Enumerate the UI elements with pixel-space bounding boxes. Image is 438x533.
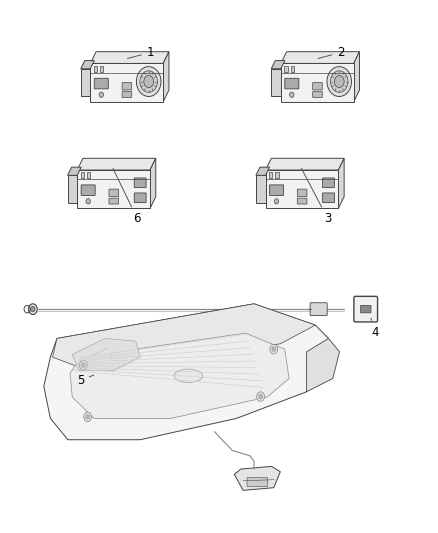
Polygon shape: [77, 158, 156, 170]
Polygon shape: [265, 170, 338, 208]
Ellipse shape: [174, 369, 203, 383]
Polygon shape: [67, 167, 81, 175]
Polygon shape: [163, 52, 169, 102]
FancyBboxPatch shape: [94, 78, 108, 89]
Polygon shape: [81, 172, 84, 179]
Polygon shape: [94, 66, 97, 72]
Circle shape: [136, 67, 161, 96]
Polygon shape: [265, 158, 344, 170]
Text: 6: 6: [113, 168, 141, 225]
Polygon shape: [271, 61, 285, 69]
FancyBboxPatch shape: [247, 478, 268, 487]
Circle shape: [31, 306, 35, 312]
Polygon shape: [271, 69, 281, 96]
Polygon shape: [290, 66, 294, 72]
Text: 2: 2: [318, 46, 345, 59]
FancyBboxPatch shape: [313, 83, 322, 90]
Polygon shape: [90, 63, 163, 102]
Polygon shape: [269, 172, 272, 179]
FancyBboxPatch shape: [313, 92, 322, 98]
Polygon shape: [70, 333, 289, 418]
Circle shape: [84, 412, 92, 422]
Text: 3: 3: [301, 168, 332, 225]
Polygon shape: [100, 66, 103, 72]
Polygon shape: [284, 66, 288, 72]
Circle shape: [257, 392, 265, 401]
FancyBboxPatch shape: [134, 178, 146, 188]
FancyBboxPatch shape: [109, 198, 119, 204]
FancyBboxPatch shape: [269, 185, 283, 196]
Polygon shape: [234, 466, 280, 490]
FancyBboxPatch shape: [322, 178, 335, 188]
Circle shape: [290, 92, 294, 98]
Polygon shape: [77, 170, 150, 208]
Circle shape: [28, 304, 37, 314]
Circle shape: [274, 199, 279, 204]
FancyBboxPatch shape: [81, 185, 95, 196]
Circle shape: [144, 76, 154, 87]
Circle shape: [259, 394, 262, 399]
FancyBboxPatch shape: [134, 193, 146, 203]
FancyBboxPatch shape: [297, 198, 307, 204]
FancyBboxPatch shape: [285, 78, 299, 89]
Text: 4: 4: [371, 318, 379, 339]
Circle shape: [99, 92, 103, 98]
Circle shape: [334, 76, 344, 87]
Circle shape: [327, 67, 351, 96]
Polygon shape: [67, 175, 77, 203]
Text: 1: 1: [127, 46, 154, 59]
Polygon shape: [150, 158, 156, 208]
Polygon shape: [307, 338, 339, 392]
Polygon shape: [72, 338, 140, 370]
Polygon shape: [281, 52, 360, 63]
FancyBboxPatch shape: [109, 189, 119, 197]
Circle shape: [86, 199, 90, 204]
Text: 5: 5: [77, 374, 94, 387]
Polygon shape: [81, 61, 94, 69]
FancyBboxPatch shape: [122, 92, 132, 98]
Polygon shape: [354, 52, 360, 102]
Polygon shape: [256, 175, 265, 203]
Circle shape: [86, 415, 89, 419]
Circle shape: [330, 71, 348, 92]
FancyBboxPatch shape: [297, 189, 307, 197]
Polygon shape: [338, 158, 344, 208]
Polygon shape: [90, 52, 169, 63]
Circle shape: [81, 363, 85, 367]
Circle shape: [140, 71, 158, 92]
Circle shape: [79, 360, 87, 370]
Circle shape: [272, 347, 276, 351]
Polygon shape: [81, 69, 90, 96]
FancyBboxPatch shape: [310, 303, 327, 316]
Polygon shape: [275, 172, 279, 179]
Polygon shape: [256, 167, 269, 175]
Polygon shape: [44, 304, 328, 440]
Polygon shape: [53, 304, 315, 370]
FancyBboxPatch shape: [354, 296, 378, 322]
FancyBboxPatch shape: [360, 305, 371, 313]
FancyBboxPatch shape: [322, 193, 335, 203]
Polygon shape: [87, 172, 90, 179]
Circle shape: [270, 344, 278, 354]
FancyBboxPatch shape: [122, 83, 132, 90]
Polygon shape: [281, 63, 354, 102]
